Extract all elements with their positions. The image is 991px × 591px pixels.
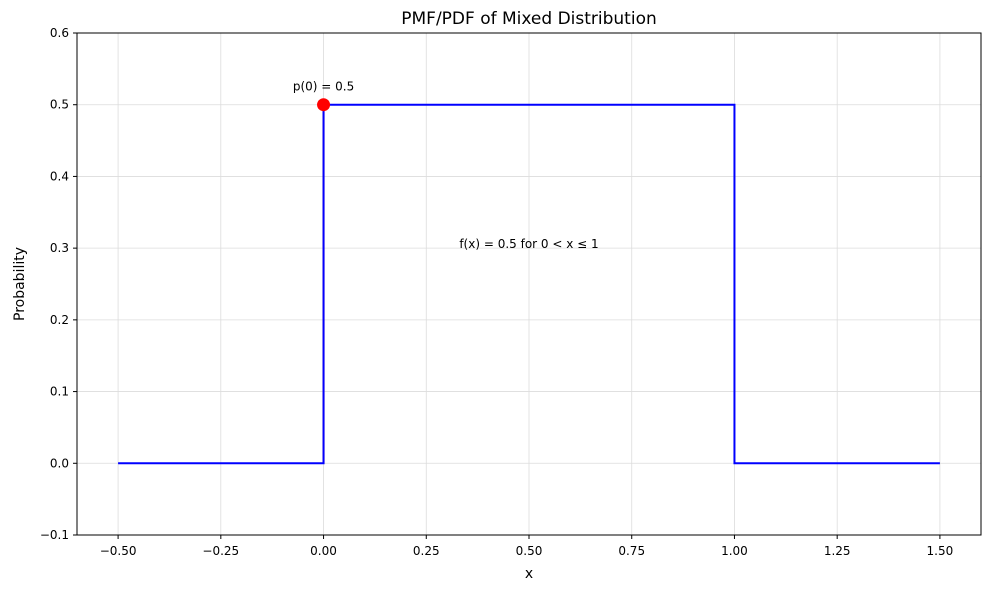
y-tick-label: 0.1 bbox=[50, 385, 69, 399]
annotation-text: p(0) = 0.5 bbox=[293, 79, 354, 93]
x-tick-label: 0.00 bbox=[310, 544, 337, 558]
grid-lines bbox=[77, 32, 981, 536]
y-tick-label: 0.3 bbox=[50, 241, 69, 255]
y-tick-label: 0.0 bbox=[50, 456, 69, 470]
y-axis-label: Probability bbox=[12, 247, 28, 321]
y-tick-label: 0.5 bbox=[50, 98, 69, 112]
x-tick-label: 0.50 bbox=[516, 544, 543, 558]
x-axis-ticks: −0.50 −0.25 0.00 0.25 0.50 0.75 1.00 1.25 1.50 bbox=[100, 535, 954, 558]
x-tick-label: 1.25 bbox=[824, 544, 851, 558]
y-tick-label: 0.6 bbox=[50, 26, 69, 40]
x-tick-label: 1.50 bbox=[927, 544, 954, 558]
y-tick-label: 0.2 bbox=[50, 313, 69, 327]
x-tick-label: 0.75 bbox=[618, 544, 645, 558]
y-tick-label: 0.4 bbox=[50, 169, 69, 183]
x-tick-label: 0.25 bbox=[413, 544, 440, 558]
x-tick-label: −0.25 bbox=[202, 544, 239, 558]
x-tick-label: −0.50 bbox=[100, 544, 137, 558]
y-tick-label: −0.1 bbox=[40, 528, 69, 542]
annotations: p(0) = 0.5 f(x) = 0.5 for 0 < x ≤ 1 bbox=[293, 79, 599, 251]
pdf-line bbox=[118, 103, 940, 465]
plot-area bbox=[118, 98, 940, 465]
chart-title: PMF/PDF of Mixed Distribution bbox=[401, 9, 657, 29]
annotation-text: f(x) = 0.5 for 0 < x ≤ 1 bbox=[459, 237, 598, 251]
x-axis-label: x bbox=[525, 566, 533, 582]
y-axis-ticks: −0.1 0.0 0.1 0.2 0.3 0.4 0.5 0.6 bbox=[40, 26, 77, 542]
point-mass-marker bbox=[317, 98, 331, 112]
x-tick-label: 1.00 bbox=[721, 544, 748, 558]
